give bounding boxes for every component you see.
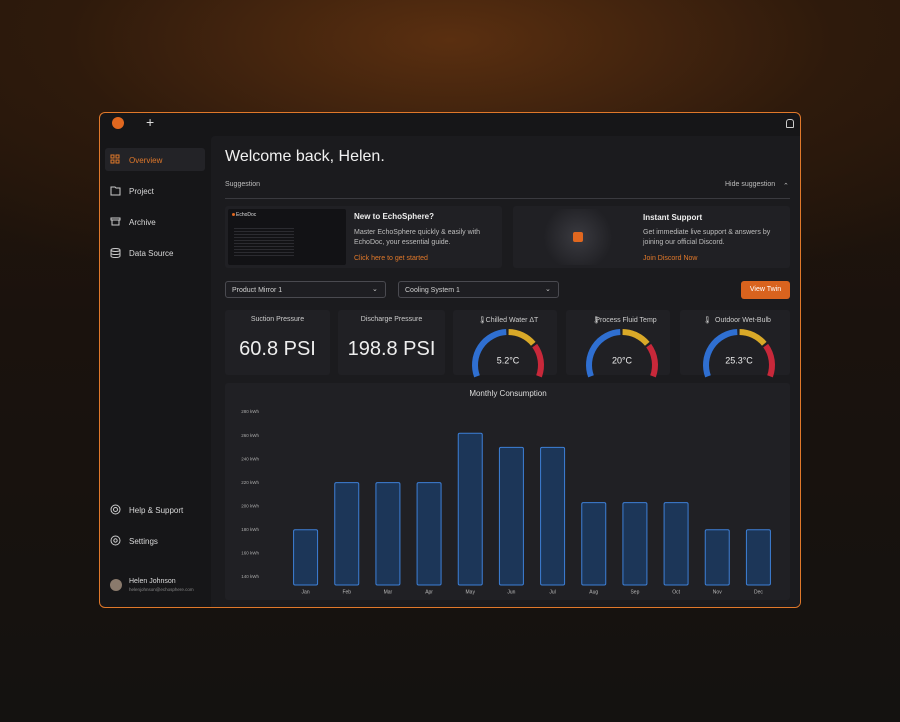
gauge-value: 5.2°C (497, 355, 520, 365)
brand-dot (232, 213, 235, 216)
bar (540, 446, 566, 586)
x-tick-label: Jul (549, 589, 555, 595)
card-text: Master EchoSphere quickly & easily with … (354, 229, 481, 246)
thermometer-icon: 🌡 (478, 316, 487, 324)
card-title: New to EchoSphere? (354, 212, 435, 221)
nav-item[interactable]: Project (129, 187, 154, 196)
gauge-label: Outdoor Wet-Bulb (715, 317, 771, 324)
card-title: Instant Support (643, 213, 703, 222)
x-tick-label: Sep (630, 589, 639, 595)
nav-item[interactable]: Help & Support (129, 506, 184, 515)
gauge-arc (763, 343, 775, 378)
x-tick-label: Dec (754, 589, 763, 595)
y-tick-label: 140 kWh (241, 574, 259, 579)
nav-item[interactable]: Overview (129, 156, 163, 165)
bar (457, 432, 483, 586)
chart-title: Monthly Consumption (469, 389, 546, 398)
page-title: Welcome back, Helen. (225, 148, 385, 165)
gauge-arc (508, 329, 536, 346)
bar (416, 482, 442, 586)
x-tick-label: Jan (302, 589, 310, 595)
y-tick-label: 180 kWh (241, 527, 259, 532)
gauge-arc (472, 329, 507, 378)
bar (334, 482, 360, 586)
gauge-arc (703, 329, 738, 378)
view-twin-button[interactable]: View Twin (741, 281, 790, 299)
bar (704, 529, 730, 586)
gauge-label: Process Fluid Temp (595, 317, 656, 324)
gauge-arc (586, 329, 621, 378)
avatar (110, 579, 122, 591)
nav-item[interactable]: Archive (129, 218, 156, 227)
bar (375, 482, 401, 586)
select-chevron[interactable]: ⌄ (545, 286, 551, 293)
nav-item[interactable]: Settings (129, 537, 158, 546)
gauge-arc (532, 343, 544, 378)
guide-brand: EchoDoc (236, 212, 257, 218)
gauge-value: 25.3°C (725, 355, 753, 365)
select[interactable]: Product Mirror 1 (225, 281, 386, 298)
section-label: Suggestion (225, 181, 261, 188)
gauge-value: 20°C (612, 355, 633, 365)
x-tick-label: Jun (507, 589, 515, 595)
x-tick-label: Nov (713, 589, 722, 595)
code-lines (234, 226, 294, 256)
y-tick-label: 280 kWh (241, 409, 259, 414)
select[interactable]: Cooling System 1 (398, 281, 559, 298)
bar (581, 502, 607, 586)
metric-value: 60.8 PSI (239, 338, 316, 360)
x-tick-label: Oct (672, 589, 680, 595)
metric-label: Discharge Pressure (360, 316, 423, 323)
x-tick-label: May (466, 589, 476, 595)
metric-card (225, 310, 330, 375)
card-link[interactable]: Join Discord Now (643, 255, 698, 262)
bell-icon[interactable] (786, 119, 794, 128)
support-logo (573, 232, 583, 242)
user-name: Helen Johnson (129, 578, 176, 585)
metric-value: 198.8 PSI (347, 338, 436, 360)
gauge-arc (622, 329, 650, 346)
user-email: helenjohnson@echosphere.com (129, 587, 194, 592)
add-button[interactable]: + (146, 114, 155, 130)
bar (663, 502, 689, 586)
y-tick-label: 220 kWh (241, 480, 259, 485)
y-tick-label: 160 kWh (241, 550, 259, 555)
y-tick-label: 260 kWh (241, 433, 259, 438)
hide-toggle[interactable]: Hide suggestion (725, 181, 776, 188)
bar (745, 529, 771, 586)
x-tick-label: Aug (589, 589, 598, 595)
nav-item[interactable]: Data Source (129, 249, 174, 258)
logo[interactable] (112, 117, 124, 129)
gauge-label: Chilled Water ΔT (486, 317, 539, 324)
gauge-arc (646, 343, 658, 378)
nav-active-bg (105, 148, 205, 171)
x-tick-label: Apr (425, 589, 433, 595)
bar (293, 529, 319, 586)
x-tick-label: Mar (384, 589, 393, 595)
card-link[interactable]: Click here to get started (354, 255, 428, 262)
card-text: Get immediate live support & answers by … (643, 229, 771, 246)
select-chevron[interactable]: ⌄ (372, 286, 378, 293)
divider (225, 198, 790, 199)
metric-card (338, 310, 445, 375)
bar (622, 502, 648, 586)
y-tick-label: 240 kWh (241, 456, 259, 461)
gauge-arc (739, 329, 767, 346)
thermometer-icon: 🌡 (703, 316, 712, 324)
y-tick-label: 200 kWh (241, 503, 259, 508)
thermometer-icon: 🌡 (592, 316, 601, 324)
chevron-icon[interactable]: ⌃ (783, 183, 789, 190)
bar (498, 446, 524, 586)
metric-label: Suction Pressure (250, 316, 305, 323)
x-tick-label: Feb (342, 589, 351, 595)
